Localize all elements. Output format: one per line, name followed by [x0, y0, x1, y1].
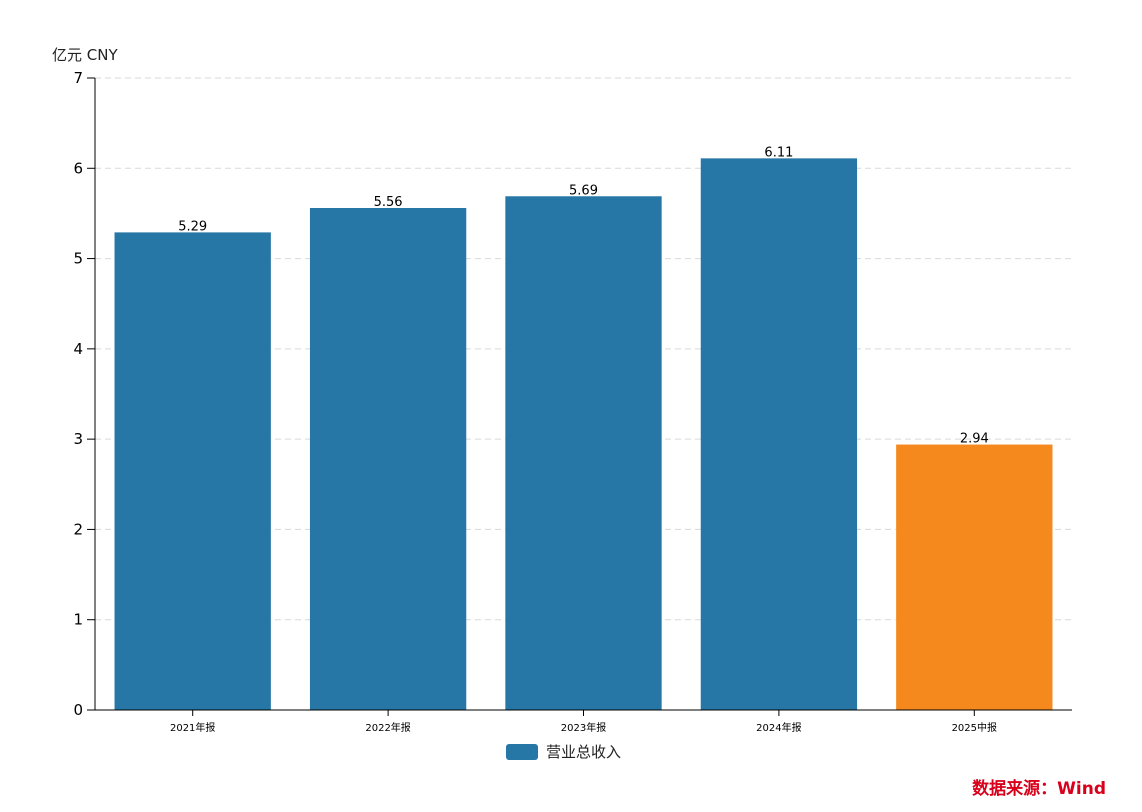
bar-value-label: 2.94	[960, 432, 989, 447]
bar-value-label: 5.69	[569, 183, 598, 198]
y-tick-label: 1	[73, 611, 83, 629]
legend-label: 营业总收入	[546, 743, 622, 761]
bar-value-label: 6.11	[764, 145, 793, 160]
x-tick-label: 2023年报	[561, 721, 606, 734]
legend: 营业总收入	[506, 741, 621, 762]
bar-value-label: 5.56	[374, 195, 403, 210]
bar	[700, 158, 858, 711]
bar	[309, 208, 467, 711]
x-tick-label: 2022年报	[365, 721, 410, 734]
x-tick-label: 2024年报	[756, 721, 801, 734]
y-axis-unit-label: 亿元 CNY	[52, 46, 118, 64]
bar	[114, 232, 271, 711]
legend-swatch	[506, 743, 538, 760]
bar	[505, 196, 662, 710]
y-tick-label: 4	[73, 340, 83, 358]
y-tick-label: 0	[73, 701, 83, 719]
y-tick-label: 6	[73, 159, 83, 177]
y-tick-label: 7	[73, 69, 83, 87]
data-source-label: 数据来源：Wind	[972, 779, 1106, 799]
bar-value-label: 5.29	[178, 219, 207, 234]
bar	[896, 444, 1053, 710]
x-tick-label: 2021年报	[170, 721, 215, 734]
x-tick-label: 2025中报	[952, 721, 997, 734]
y-tick-label: 3	[73, 430, 83, 448]
y-tick-label: 5	[73, 250, 83, 268]
y-tick-label: 2	[73, 520, 83, 538]
